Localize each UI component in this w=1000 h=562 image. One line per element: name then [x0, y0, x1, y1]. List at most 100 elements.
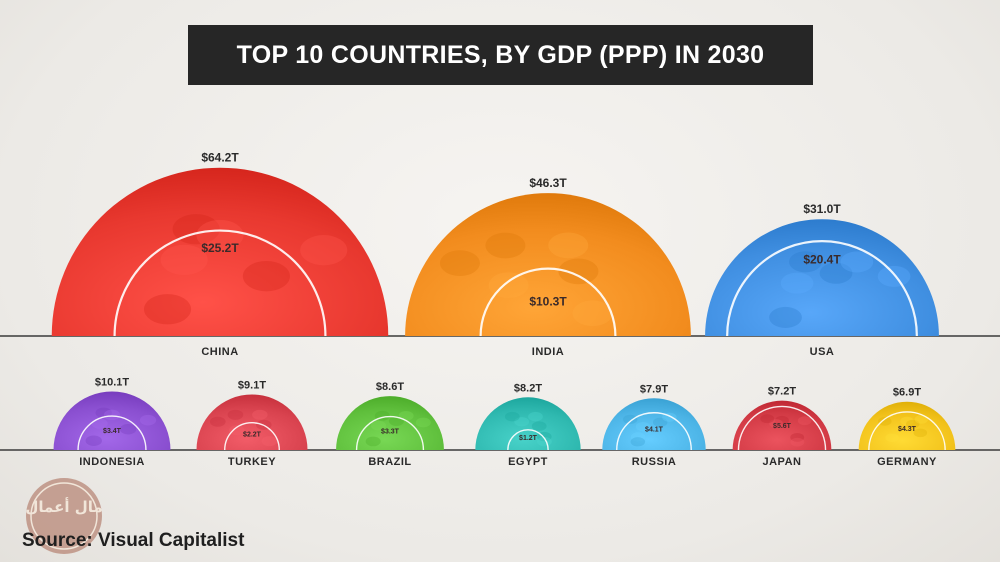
value-label-usa: $31.0T: [803, 202, 841, 216]
bubble-brazil: [336, 396, 444, 450]
texture-egypt: [528, 411, 543, 422]
texture-japan: [790, 437, 805, 447]
texture-brazil: [398, 410, 414, 421]
texture-usa: [780, 272, 814, 294]
bubble-india: [405, 193, 691, 336]
texture-brazil: [365, 436, 381, 447]
texture-china: [242, 261, 290, 292]
chart-title: TOP 10 COUNTRIES, BY GDP (PPP) IN 2030: [236, 40, 765, 69]
logo-badge: مال أعمال: [25, 478, 103, 554]
bubble-usa: [705, 219, 939, 336]
inner-arc-egypt: [507, 429, 549, 451]
texture-japan: [769, 419, 783, 428]
texture-usa: [840, 251, 874, 273]
texture-turkey: [227, 409, 244, 420]
texture-japan: [775, 415, 789, 425]
inner-arc-china: [113, 229, 327, 337]
texture-russia: [630, 437, 646, 447]
texture-usa: [789, 251, 822, 273]
texture-india: [572, 300, 613, 327]
texture-usa: [769, 306, 802, 328]
texture-egypt: [514, 416, 530, 427]
title-banner: TOP 10 COUNTRIES, BY GDP (PPP) IN 2030: [188, 25, 813, 85]
country-label-india: INDIA: [532, 346, 564, 358]
texture-india: [485, 232, 526, 259]
texture-russia: [635, 421, 651, 432]
texture-brazil: [415, 417, 431, 428]
country-label-china: CHINA: [201, 346, 238, 358]
texture-egypt: [537, 436, 552, 447]
texture-japan: [760, 414, 775, 424]
texture-india: [439, 250, 480, 276]
inner-label-russia: $4.1T: [645, 426, 664, 433]
inner-label-egypt: $1.2T: [519, 435, 538, 442]
value-label-germany: $6.9T: [893, 387, 921, 399]
texture-germany: [906, 419, 920, 429]
bubble-japan: [732, 400, 832, 450]
country-label-brazil: BRAZIL: [368, 456, 411, 468]
bubble-russia: [602, 398, 706, 450]
value-label-russia: $7.9T: [640, 383, 668, 395]
inner-arc-usa: [726, 240, 918, 337]
texture-usa: [877, 265, 911, 287]
texture-china: [196, 219, 244, 251]
texture-turkey: [228, 425, 245, 436]
texture-turkey: [261, 436, 278, 447]
texture-japan: [790, 432, 805, 442]
inner-arc-brazil: [355, 416, 425, 451]
country-label-usa: USA: [810, 346, 835, 358]
texture-germany: [900, 416, 914, 426]
texture-indonesia: [85, 435, 102, 446]
inner-label-germany: $4.3T: [898, 426, 917, 433]
inner-label-turkey: $2.2T: [243, 431, 262, 438]
texture-germany: [878, 417, 892, 426]
inner-arc-turkey: [224, 422, 280, 451]
inner-label-china: $25.2T: [201, 241, 239, 255]
country-label-germany: GERMANY: [877, 456, 937, 468]
texture-indonesia: [139, 414, 157, 426]
texture-egypt: [531, 421, 547, 431]
texture-germany: [885, 433, 899, 443]
inner-label-usa: $20.4T: [803, 253, 841, 267]
source-credit: Source: Visual Capitalist: [22, 530, 245, 551]
bubble-china: [51, 167, 389, 336]
texture-indonesia: [119, 423, 137, 435]
country-label-turkey: TURKEY: [228, 456, 276, 468]
texture-turkey: [252, 409, 268, 420]
value-label-japan: $7.2T: [768, 386, 796, 398]
texture-russia: [630, 432, 646, 442]
logo-text: مال أعمال: [25, 497, 102, 516]
texture-egypt: [504, 411, 520, 422]
value-label-indonesia: $10.1T: [95, 377, 130, 389]
texture-brazil: [370, 420, 387, 431]
texture-russia: [622, 414, 638, 425]
texture-indonesia: [95, 407, 112, 419]
value-label-brazil: $8.6T: [376, 381, 404, 393]
texture-china: [143, 294, 192, 325]
texture-japan: [797, 416, 812, 426]
inner-label-indonesia: $3.4T: [103, 428, 122, 435]
inner-arc-japan: [737, 406, 827, 451]
texture-indonesia: [103, 409, 121, 421]
bubble-indonesia: [53, 391, 171, 450]
texture-india: [558, 258, 599, 285]
country-label-egypt: EGYPT: [508, 456, 548, 468]
texture-china: [160, 244, 208, 276]
country-label-russia: RUSSIA: [632, 456, 677, 468]
texture-germany: [913, 428, 928, 438]
bubble-germany: [858, 401, 956, 450]
texture-china: [300, 235, 348, 266]
value-label-turkey: $9.1T: [238, 379, 266, 391]
value-label-china: $64.2T: [201, 151, 239, 165]
texture-germany: [914, 415, 929, 424]
inner-arc-india: [479, 267, 617, 337]
value-label-india: $46.3T: [529, 176, 567, 190]
inner-arc-germany: [868, 411, 946, 451]
texture-turkey: [210, 416, 226, 427]
inner-label-japan: $5.6T: [773, 423, 792, 430]
country-label-indonesia: INDONESIA: [79, 456, 145, 468]
inner-arc-russia: [616, 412, 692, 451]
texture-usa: [819, 262, 853, 284]
